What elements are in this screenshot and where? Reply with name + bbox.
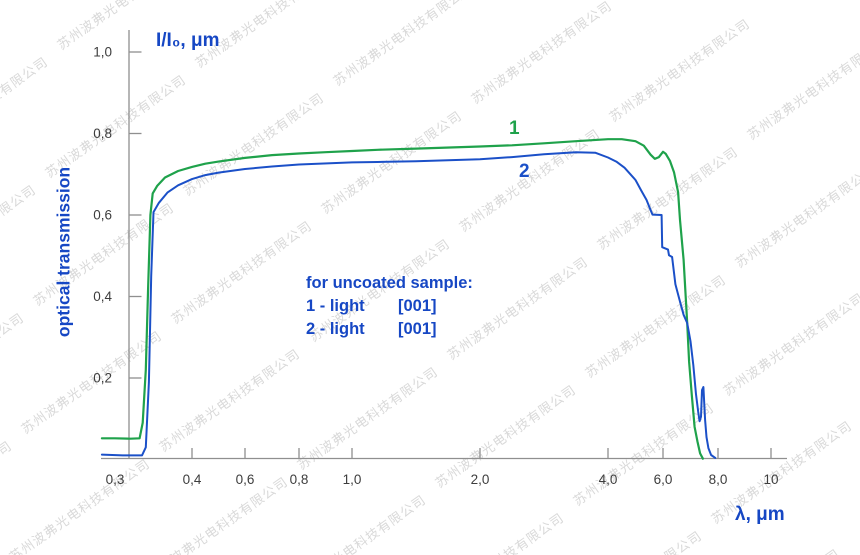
y-tick-label: 0,2 xyxy=(93,371,112,386)
x-tick-label: 1,0 xyxy=(343,472,362,487)
annotation-row-2: 2 - light [001] xyxy=(306,318,473,341)
y-tick-label: 0,4 xyxy=(93,289,112,304)
x-axis-label: λ, μm xyxy=(735,504,785,525)
annotation-row-1-label: 1 - light xyxy=(306,297,365,315)
chart-title: I/I₀, μm xyxy=(156,30,220,51)
annotation-row-2-label: 2 - light xyxy=(306,320,365,338)
annotation-row-1-value: [001] xyxy=(398,297,437,315)
x-tick-label: 4,0 xyxy=(599,472,618,487)
x-tick-label: 8,0 xyxy=(709,472,728,487)
x-tick-label: 10 xyxy=(763,472,778,487)
x-tick-label: 6,0 xyxy=(654,472,673,487)
x-tick-label: 0,6 xyxy=(236,472,255,487)
curve-2-path xyxy=(100,151,717,459)
annotation-heading: for uncoated sample: xyxy=(306,274,473,292)
x-tick-label: 0,8 xyxy=(290,472,309,487)
x-tick-label: 2,0 xyxy=(471,472,490,487)
curve-1-path xyxy=(100,138,705,460)
annotation: for uncoated sample: 1 - light [001] 2 -… xyxy=(306,272,473,341)
annotation-row-2-value: [001] xyxy=(398,320,437,338)
y-tick-label: 0,6 xyxy=(93,208,112,223)
y-tick-label: 1,0 xyxy=(93,45,112,60)
x-tick-label: 0,3 xyxy=(106,472,125,487)
curve-1-label: 1 xyxy=(509,118,520,139)
annotation-row-1: 1 - light [001] xyxy=(306,295,473,318)
curve-2-label: 2 xyxy=(519,161,530,182)
y-tick-label: 0,8 xyxy=(93,126,112,141)
y-axis-label: optical transmission xyxy=(53,166,74,338)
x-tick-label: 0,4 xyxy=(183,472,202,487)
